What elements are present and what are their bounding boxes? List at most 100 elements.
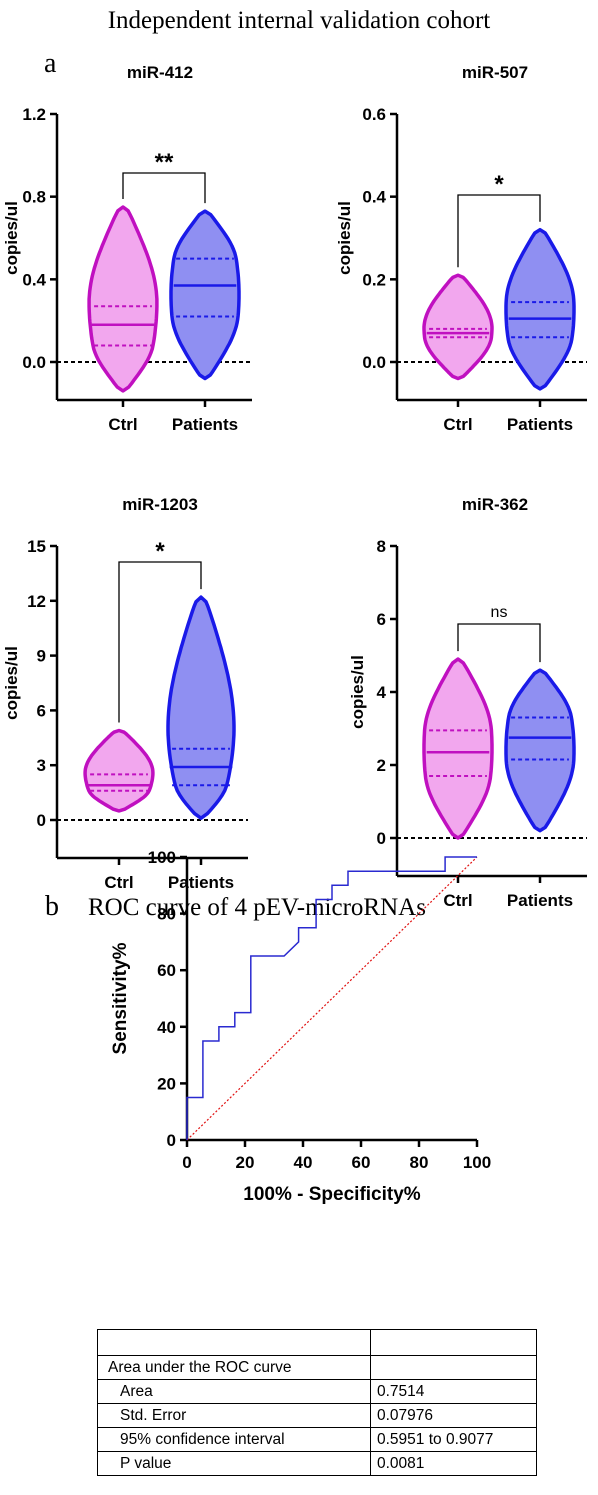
table-row-label: Area (97, 1379, 371, 1404)
violin-patients (166, 595, 236, 820)
violin-shape (422, 657, 494, 840)
violin-patients (504, 227, 576, 391)
violin-panel-mir-362: miR-362 copies/ul 0 2 4 6 8 Ctrl Patients ns (348, 495, 587, 910)
table-section-label: Area under the ROC curve (97, 1355, 371, 1380)
figure-title: Independent internal validation cohort (108, 7, 491, 34)
table-row: Std. Error 0.07976 (97, 1403, 537, 1428)
significance-bracket (457, 194, 541, 268)
roc-x-tick-label: 0 (182, 1153, 191, 1172)
table-row-value: 0.7514 (370, 1379, 537, 1404)
violin-patients (169, 209, 241, 381)
significance-label: ** (155, 149, 174, 176)
chart-title: miR-412 (127, 63, 193, 82)
y-axis-label: copies/ul (2, 646, 21, 720)
violin-ctrl (87, 205, 159, 393)
y-tick-label: 0 (37, 811, 46, 830)
violin-patients (504, 668, 576, 833)
y-tick-label: 6 (377, 610, 386, 629)
table-row: Area 0.7514 (97, 1379, 537, 1404)
y-tick-label: 0.4 (362, 188, 386, 207)
violin-shape (504, 668, 576, 833)
panel-b-label: b (45, 891, 59, 922)
roc-y-tick-label: 20 (157, 1074, 176, 1093)
table-row-value: 0.07976 (370, 1403, 537, 1428)
y-tick-label: 0.6 (362, 105, 386, 124)
y-tick-label: 6 (37, 701, 46, 720)
significance-label: ns (491, 604, 508, 621)
y-tick-label: 4 (377, 683, 387, 702)
panel-a-label: a (44, 48, 57, 79)
panel-b-title: ROC curve of 4 pEV-microRNAs (88, 894, 426, 921)
significance-bracket (118, 561, 202, 723)
chart-title: miR-1203 (122, 495, 198, 514)
y-tick-label: 15 (27, 537, 46, 556)
x-tick-label: Patients (172, 415, 238, 434)
y-tick-label: 1.2 (22, 105, 46, 124)
roc-y-tick-label: 60 (157, 961, 176, 980)
y-axis-label: copies/ul (2, 201, 21, 275)
table-row-label: P value (97, 1451, 371, 1476)
table-row: 95% confidence interval 0.5951 to 0.9077 (97, 1427, 537, 1452)
significance-bracket (122, 172, 206, 204)
roc-y-tick-label: 0 (167, 1131, 176, 1150)
violin-shape (87, 205, 159, 393)
y-tick-label: 0.8 (22, 188, 46, 207)
roc-stats-table: Area under the ROC curve Area 0.7514 Std… (97, 1329, 537, 1476)
table-cell (370, 1355, 537, 1380)
roc-curve (186, 856, 477, 1140)
roc-x-axis-label: 100% - Specificity% (243, 1184, 421, 1205)
y-tick-label: 12 (27, 592, 46, 611)
significance-label: * (494, 171, 504, 198)
table-row-label: 95% confidence interval (97, 1427, 371, 1452)
violin-panel-mir-507: miR-507 copies/ul 0.0 0.2 0.4 0.6 Ctrl Patients… (335, 63, 587, 434)
table-row-value: 0.5951 to 0.9077 (370, 1427, 537, 1452)
y-tick-label: 3 (37, 756, 46, 775)
y-axis-label: copies/ul (348, 655, 367, 729)
significance-bracket (457, 623, 541, 663)
x-tick-label: Ctrl (108, 415, 137, 434)
y-tick-label: 0.2 (362, 270, 386, 289)
y-tick-label: 9 (37, 647, 46, 666)
y-tick-label: 0.4 (22, 270, 46, 289)
significance-label: * (155, 538, 165, 565)
table-row-value: 0.0081 (370, 1451, 537, 1476)
violin-ctrl (422, 273, 494, 381)
roc-y-tick-label: 80 (157, 905, 176, 924)
violin-ctrl (422, 657, 494, 840)
violin-shape (422, 273, 494, 381)
x-tick-label: Patients (168, 873, 234, 892)
roc-x-tick-label: 20 (236, 1153, 255, 1172)
violin-shape (169, 209, 241, 381)
x-tick-label: Patients (507, 415, 573, 434)
y-axis-label: copies/ul (335, 201, 354, 275)
y-tick-label: 0.0 (362, 353, 386, 372)
violin-shape (166, 595, 236, 820)
roc-x-tick-label: 40 (294, 1153, 313, 1172)
x-tick-label: Ctrl (443, 415, 472, 434)
violin-ctrl (83, 728, 155, 813)
violin-shape (504, 227, 576, 391)
roc-x-tick-label: 100 (463, 1153, 491, 1172)
table-row-label: Std. Error (97, 1403, 371, 1428)
violin-shape (83, 728, 155, 813)
table-row: P value 0.0081 (97, 1451, 537, 1476)
x-tick-label: Ctrl (104, 873, 133, 892)
x-tick-label: Ctrl (443, 891, 472, 910)
y-tick-label: 2 (377, 756, 386, 775)
roc-reference-line (186, 856, 478, 1141)
y-tick-label: 0.0 (22, 353, 46, 372)
roc-y-axis-label: Sensitivity% (110, 942, 131, 1054)
roc-y-tick-label: 100 (148, 848, 176, 867)
violin-panel-mir-1203: miR-1203 copies/ul 0 3 6 9 12 15 Ctrl Patients * (2, 495, 248, 892)
table-header-row (97, 1329, 537, 1356)
roc-y-tick-label: 40 (157, 1018, 176, 1037)
y-tick-label: 8 (377, 537, 386, 556)
roc-x-tick-label: 80 (410, 1153, 429, 1172)
table-header-cell (370, 1329, 537, 1356)
y-tick-label: 0 (377, 829, 386, 848)
violin-panel-mir-412: miR-412 copies/ul 0.0 0.4 0.8 1.2 Ctrl Patients… (2, 63, 252, 434)
x-tick-label: Patients (507, 891, 573, 910)
chart-title: miR-362 (462, 495, 528, 514)
roc-x-tick-label: 60 (352, 1153, 371, 1172)
